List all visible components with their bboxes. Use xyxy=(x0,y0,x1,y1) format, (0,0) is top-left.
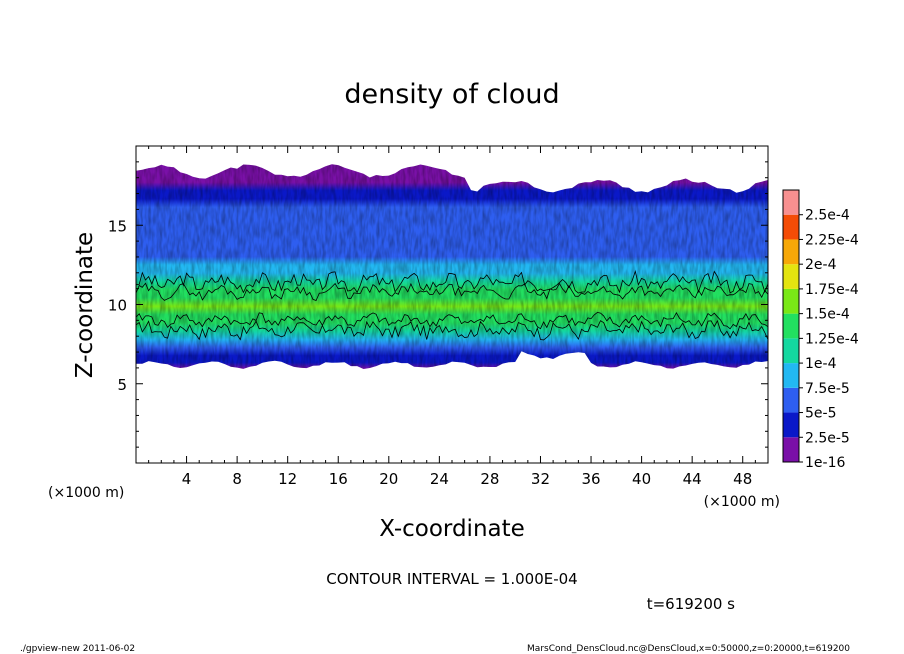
footer-left: ./gpview-new 2011-06-02 xyxy=(20,644,135,654)
colorbar-label: 2.5e-5 xyxy=(805,430,850,446)
x-tick-label: 24 xyxy=(430,470,449,488)
contour-line xyxy=(136,311,768,330)
x-tick-label: 16 xyxy=(329,470,348,488)
x-unit-left: (×1000 m) xyxy=(48,485,124,501)
y-tick-label: 5 xyxy=(117,376,127,394)
x-tick-label: 44 xyxy=(683,470,702,488)
plot-field xyxy=(136,164,768,369)
x-unit-right: (×1000 m) xyxy=(704,494,780,510)
x-tick-label: 48 xyxy=(733,470,752,488)
colorbar-label: 2.25e-4 xyxy=(805,232,859,248)
colorbar-label: 7.5e-5 xyxy=(805,381,850,397)
y-axis-label: Z-coordinate xyxy=(72,232,98,378)
x-axis: 4 8 12 16 20 24 28 32 36 40 44 48 xyxy=(148,146,756,488)
contour-interval: CONTOUR INTERVAL = 1.000E-04 xyxy=(326,570,577,588)
colorbar-label: 2.5e-4 xyxy=(805,208,850,224)
colorbar-swatch xyxy=(783,412,799,438)
x-tick-label: 40 xyxy=(632,470,651,488)
colorbar-label: 1e-16 xyxy=(805,455,845,471)
colorbar-swatch xyxy=(783,288,799,314)
x-tick-label: 32 xyxy=(531,470,550,488)
colorbar-label: 5e-5 xyxy=(805,406,836,422)
y-tick-label: 10 xyxy=(108,297,127,315)
cloud-texture xyxy=(136,164,768,369)
x-axis-label: X-coordinate xyxy=(379,516,525,542)
colorbar-swatch xyxy=(783,264,799,289)
colorbar-swatch xyxy=(783,387,799,413)
colorbar-swatch xyxy=(783,239,799,265)
contour-lines xyxy=(136,269,768,341)
time-label: t=619200 s xyxy=(647,595,735,613)
x-tick-label: 36 xyxy=(581,470,600,488)
contour-line xyxy=(136,319,768,341)
colorbar-label: 2e-4 xyxy=(805,257,837,273)
colorbar-swatch xyxy=(783,313,799,339)
x-tick-label: 20 xyxy=(379,470,398,488)
x-tick-label: 12 xyxy=(278,470,297,488)
colorbar-label: 1.5e-4 xyxy=(805,307,850,323)
colorbar: 1e-16 2.5e-5 5e-5 7.5e-5 1e-4 1.25e-4 1.5e-4 1.… xyxy=(782,189,859,471)
footer-right: MarsCond_DensCloud.nc@DensCloud,x=0:5000… xyxy=(527,644,850,654)
colorbar-swatch xyxy=(783,190,799,215)
x-tick-label: 28 xyxy=(480,470,499,488)
colorbar-label: 1e-4 xyxy=(805,356,837,372)
colorbar-label: 1.75e-4 xyxy=(805,282,859,298)
colorbar-swatch xyxy=(783,338,799,364)
colorbar-swatch xyxy=(783,363,799,388)
contour-line xyxy=(136,282,768,302)
contour-line xyxy=(136,269,768,294)
y-tick-label: 15 xyxy=(108,217,127,235)
chart-title: density of cloud xyxy=(344,79,559,110)
x-tick-label: 4 xyxy=(182,470,192,488)
colorbar-swatch xyxy=(783,437,799,462)
colorbar-label: 1.25e-4 xyxy=(805,331,859,347)
colorbar-frame xyxy=(782,189,800,463)
x-tick-label: 8 xyxy=(232,470,242,488)
y-axis: 5 10 15 xyxy=(108,161,768,448)
colorbar-swatch xyxy=(783,214,799,240)
